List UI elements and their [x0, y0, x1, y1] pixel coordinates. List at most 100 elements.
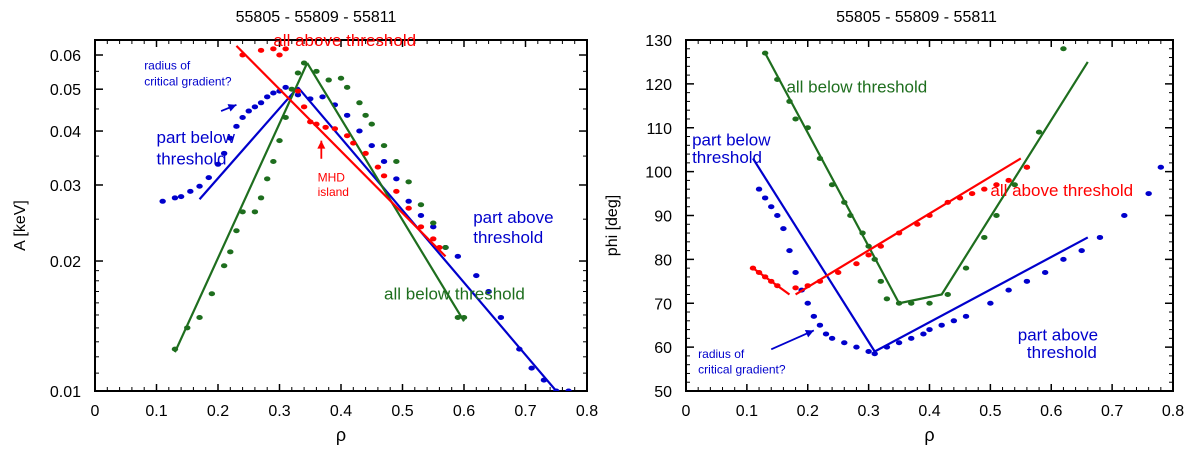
y-tick-label: 90 — [654, 209, 672, 226]
data-point — [841, 199, 848, 205]
data-point — [417, 224, 425, 230]
x-axis-label: ρ — [336, 425, 346, 445]
y-tick-label: 0.03 — [50, 178, 81, 195]
plot-data — [159, 45, 572, 391]
y-axis-label: phi [deg] — [604, 195, 621, 256]
data-point — [859, 230, 866, 236]
data-point — [300, 60, 308, 66]
x-tick-label: 0.8 — [576, 403, 598, 420]
data-point — [553, 388, 560, 391]
annotation-island: island — [318, 185, 349, 199]
data-point — [319, 94, 326, 100]
data-point — [196, 183, 203, 189]
data-point — [950, 318, 958, 324]
data-point — [993, 182, 1000, 188]
data-point — [257, 47, 265, 53]
data-point — [282, 114, 289, 120]
data-point — [245, 108, 252, 114]
data-point — [877, 243, 884, 249]
data-point — [343, 84, 351, 90]
y-tick-label: 0.02 — [50, 254, 81, 271]
data-point — [816, 278, 824, 284]
data-point — [205, 175, 212, 181]
data-point — [196, 314, 203, 320]
fit-line — [874, 236, 1089, 353]
data-point — [288, 86, 295, 92]
fit-line — [752, 157, 876, 353]
chart-panel-2: 55805 - 55809 - 55811 0 0.1 0.2 0.3 0.4 0.5 0.6… — [604, 9, 1184, 445]
data-point — [239, 52, 246, 58]
fit-line — [235, 45, 447, 258]
data-point — [227, 135, 234, 141]
data-point — [926, 213, 933, 218]
x-tick-label: 0.8 — [1162, 403, 1184, 420]
y-tick-label: 80 — [654, 252, 672, 269]
chart-panel-1: 55805 - 55809 - 55811 0 0.1 0.2 0.3 0.4 0.5 0.6… — [12, 9, 598, 445]
data-point — [804, 300, 811, 306]
data-point — [233, 228, 240, 234]
x-tick-label: 0.4 — [330, 403, 352, 420]
data-point — [1005, 177, 1012, 183]
annotation-threshold: threshold — [692, 148, 762, 167]
data-point — [393, 159, 400, 165]
data-point — [184, 325, 191, 331]
data-point — [1121, 213, 1128, 218]
data-point — [1035, 129, 1043, 135]
data-point — [774, 213, 781, 218]
data-point — [987, 300, 994, 306]
data-point — [761, 50, 769, 56]
y-tick-label: 120 — [645, 77, 672, 94]
data-point — [895, 230, 903, 236]
x-tick-label: 0 — [682, 403, 691, 420]
annotation-part-above: part above — [473, 208, 553, 227]
series-3 — [749, 157, 1031, 296]
annotation-arrowhead — [227, 104, 237, 112]
x-tick-label: 0.1 — [145, 403, 167, 420]
annotation-radius-of: radius of — [144, 59, 191, 73]
data-point — [276, 52, 283, 58]
data-point — [356, 100, 363, 106]
data-point — [313, 121, 320, 127]
x-tick-label: 0.5 — [391, 403, 413, 420]
data-point — [792, 285, 799, 291]
x-tick-label: 0.7 — [1101, 403, 1123, 420]
data-point — [362, 112, 369, 118]
data-point — [871, 256, 878, 262]
data-point — [350, 140, 357, 146]
data-point — [792, 116, 799, 122]
data-point — [264, 94, 271, 100]
data-point — [307, 96, 314, 102]
data-point — [239, 114, 246, 120]
data-point — [883, 296, 891, 302]
data-point — [270, 159, 277, 165]
data-point — [294, 92, 302, 98]
data-point — [454, 314, 462, 320]
data-point — [405, 198, 412, 204]
x-tick-label: 0.7 — [514, 403, 536, 420]
x-tick-label: 0.6 — [453, 403, 475, 420]
data-point — [417, 212, 425, 218]
data-point — [1060, 46, 1067, 52]
y-tick-label: 0.05 — [50, 82, 81, 99]
annotation-arrowhead — [804, 330, 814, 338]
series-2 — [761, 46, 1089, 306]
data-point — [1078, 248, 1085, 254]
x-tick-label: 0.3 — [858, 403, 880, 420]
data-point — [239, 209, 246, 215]
data-point — [362, 150, 369, 156]
data-point — [282, 84, 289, 90]
data-point — [300, 104, 308, 110]
data-point — [774, 283, 781, 289]
data-point — [761, 195, 769, 201]
data-point — [454, 253, 462, 259]
y-tick-label: 0.04 — [50, 124, 81, 141]
data-point — [380, 159, 388, 165]
data-point — [938, 322, 945, 328]
fit-line — [173, 62, 309, 353]
annotation-threshold: threshold — [1027, 343, 1097, 362]
data-point — [883, 344, 891, 350]
data-point — [565, 388, 572, 391]
data-point — [343, 133, 351, 139]
data-point — [926, 300, 933, 306]
